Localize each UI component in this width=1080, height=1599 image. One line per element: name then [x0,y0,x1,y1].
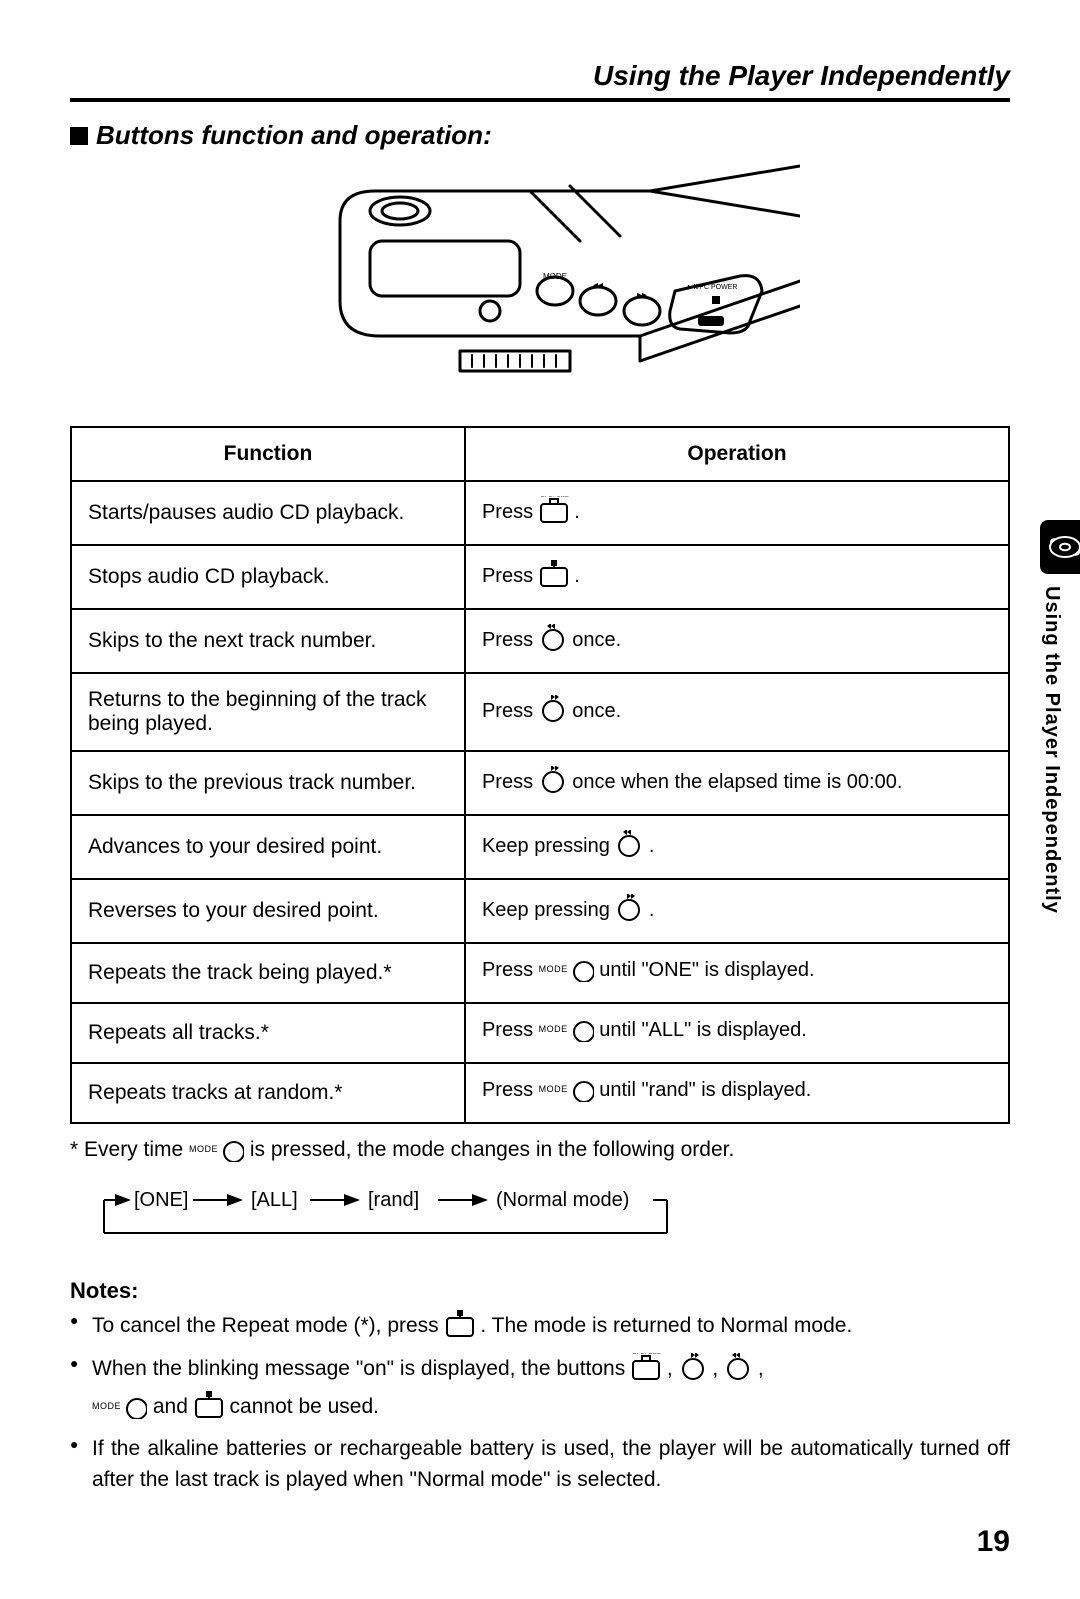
next-button-icon [615,830,643,864]
function-cell: Repeats the track being played.* [71,943,465,1003]
svg-text:▸▸: ▸▸ [637,290,647,301]
stop-button-icon [194,1391,224,1428]
function-cell: Starts/pauses audio CD playback. [71,481,465,545]
svg-text:◂◂: ◂◂ [593,280,603,291]
operation-cell: Keep pressing . [465,815,1009,879]
footnote: * Every time MODE is pressed, the mode c… [70,1138,1010,1168]
svg-text:[ONE]: [ONE] [134,1189,188,1211]
table-row: Returns to the beginning of the track be… [71,673,1009,751]
operation-cell: Press once. [465,673,1009,751]
mode-circle-icon [570,958,594,988]
table-row: Stops audio CD playback.Press . [71,545,1009,609]
stop-button-icon [445,1310,475,1347]
prev-button-icon [615,894,643,928]
operation-cell: Keep pressing . [465,879,1009,943]
bullet-square-icon [70,127,88,145]
notes-heading: Notes: [70,1278,1010,1304]
function-cell: Repeats all tracks.* [71,1003,465,1063]
table-row: Repeats the track being played.*Press MO… [71,943,1009,1003]
function-cell: Advances to your desired point. [71,815,465,879]
section-title: Buttons function and operation: [70,120,1010,151]
section-title-text: Buttons function and operation: [96,120,492,150]
operation-cell: Press . [465,481,1009,545]
next-button-icon [539,624,567,658]
svg-text:[ALL]: [ALL] [251,1189,298,1211]
operation-cell: Press MODE until "ALL" is displayed. [465,1003,1009,1063]
prev-button-icon [539,766,567,800]
footnote-prefix: * Every time [70,1138,189,1161]
table-row: Repeats all tracks.*Press MODE until "AL… [71,1003,1009,1063]
function-cell: Reverses to your desired point. [71,879,465,943]
table-row: Skips to the next track number.Press onc… [71,609,1009,673]
table-row: Reverses to your desired point.Keep pres… [71,879,1009,943]
note-2: When the blinking message "on" is displa… [70,1353,1010,1428]
function-cell: Returns to the beginning of the track be… [71,673,465,751]
note-3: If the alkaline batteries or rechargeabl… [70,1434,1010,1495]
disc-badge-icon [1040,520,1080,574]
function-cell: Stops audio CD playback. [71,545,465,609]
function-cell: Skips to the next track number. [71,609,465,673]
operation-cell: Press MODE until "rand" is displayed. [465,1063,1009,1123]
col-operation: Operation [465,427,1009,481]
mode-label: MODE [539,1084,568,1094]
mode-label: MODE [189,1144,218,1154]
next-button-icon [724,1353,752,1390]
play-button-icon [631,1353,661,1390]
svg-text:[rand]: [rand] [368,1189,419,1211]
side-tab: Using the Player Independently [1040,520,1080,914]
operation-cell: Press . [465,545,1009,609]
table-row: Skips to the previous track number.Press… [71,751,1009,815]
col-function: Function [71,427,465,481]
mode-label: MODE [539,964,568,974]
operation-cell: Press once. [465,609,1009,673]
page-number: 19 [70,1525,1010,1559]
table-row: Starts/pauses audio CD playback.Press . [71,481,1009,545]
prev-button-icon [539,695,567,729]
table-row: Repeats tracks at random.*Press MODE unt… [71,1063,1009,1123]
page-title: Using the Player Independently [70,60,1010,102]
mode-cycle-diagram: [ONE] [ALL] [rand] (Normal mode) [94,1178,1010,1248]
prev-button-icon [679,1353,707,1390]
note-1: To cancel the Repeat mode (*), press . T… [70,1310,1010,1347]
function-cell: Repeats tracks at random.* [71,1063,465,1123]
table-row: Advances to your desired point.Keep pres… [71,815,1009,879]
mode-circle-icon [570,1078,594,1108]
mode-label: MODE [92,1401,121,1411]
mode-label: MODE [539,1024,568,1034]
svg-text:MODE: MODE [543,272,567,281]
function-cell: Skips to the previous track number. [71,751,465,815]
stop-button-icon [539,560,569,594]
mode-circle-icon [220,1138,244,1168]
footnote-suffix: is pressed, the mode changes in the foll… [244,1138,734,1161]
device-illustration: MODE ◂◂ ▸▸ ►II/PC POWER [70,161,1010,396]
svg-text:(Normal mode): (Normal mode) [496,1189,629,1211]
play-button-icon [539,496,569,530]
svg-text:►II/PC POWER: ►II/PC POWER [687,284,738,291]
notes-list: To cancel the Repeat mode (*), press . T… [70,1310,1010,1495]
operation-cell: Press MODE until "ONE" is displayed. [465,943,1009,1003]
mode-circle-icon [570,1018,594,1048]
function-table: Function Operation Starts/pauses audio C… [70,426,1010,1124]
mode-circle-icon [123,1395,147,1428]
side-tab-text: Using the Player Independently [1040,586,1063,914]
operation-cell: Press once when the elapsed time is 00:0… [465,751,1009,815]
